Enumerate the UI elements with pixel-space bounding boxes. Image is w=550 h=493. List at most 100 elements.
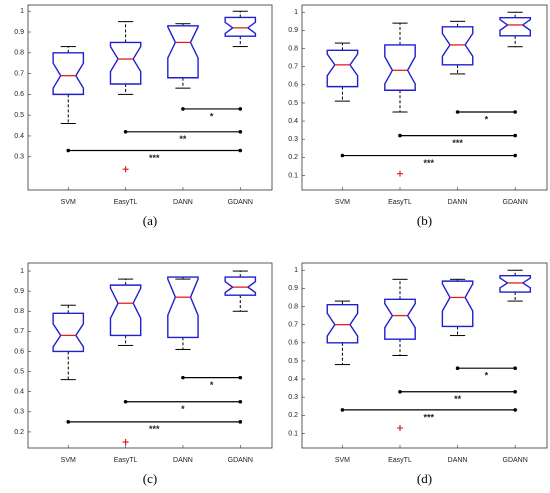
outlier bbox=[122, 166, 129, 173]
plot-area bbox=[27, 262, 273, 449]
y-tick-label: 0.2 bbox=[288, 154, 298, 161]
plot-area bbox=[301, 4, 548, 191]
y-tick-label: 0.8 bbox=[14, 50, 24, 57]
y-tick-label: 0.5 bbox=[288, 100, 298, 107]
significance-end bbox=[66, 148, 71, 153]
outlier bbox=[122, 438, 129, 445]
y-tick-label: 0.2 bbox=[14, 429, 24, 436]
box bbox=[326, 49, 359, 88]
significance-end bbox=[513, 110, 517, 114]
x-tick-label: SVM bbox=[335, 457, 350, 464]
x-tick-label: EasyTL bbox=[114, 199, 138, 206]
significance-label: *** bbox=[149, 424, 160, 434]
box bbox=[326, 304, 359, 344]
box bbox=[109, 284, 142, 337]
box bbox=[384, 298, 416, 340]
box bbox=[441, 26, 474, 66]
significance-end bbox=[513, 389, 517, 394]
y-tick-label: 0.8 bbox=[288, 45, 298, 52]
box bbox=[52, 52, 85, 96]
box bbox=[224, 16, 257, 37]
significance-end bbox=[513, 153, 517, 158]
significance-end bbox=[238, 399, 243, 404]
significance-end bbox=[238, 107, 243, 111]
box bbox=[167, 25, 199, 79]
y-tick-label: 0.7 bbox=[288, 64, 298, 71]
caption: (b) bbox=[417, 213, 432, 228]
significance-end bbox=[238, 148, 243, 153]
caption: (a) bbox=[143, 213, 157, 228]
plot-area bbox=[27, 4, 273, 191]
box bbox=[384, 44, 416, 91]
y-tick-label: 0.3 bbox=[288, 136, 298, 143]
y-tick-label: 0.4 bbox=[14, 133, 24, 140]
box bbox=[52, 312, 85, 353]
significance-end bbox=[340, 408, 345, 412]
significance-label: *** bbox=[452, 138, 463, 148]
y-tick-label: 0.9 bbox=[288, 285, 298, 292]
significance-end bbox=[340, 153, 345, 158]
x-tick-label: SVM bbox=[335, 199, 350, 206]
significance-end bbox=[455, 366, 460, 370]
y-tick-label: 0.5 bbox=[14, 368, 24, 375]
outlier bbox=[397, 170, 403, 177]
y-tick-label: 0.6 bbox=[14, 91, 24, 98]
box bbox=[224, 276, 257, 296]
box bbox=[441, 280, 474, 328]
significance-end bbox=[123, 129, 128, 134]
significance-label: *** bbox=[424, 158, 435, 168]
y-tick-label: 0.1 bbox=[288, 172, 298, 179]
caption: (c) bbox=[143, 471, 157, 486]
y-tick-label: 1 bbox=[294, 9, 298, 16]
y-tick-label: 0.5 bbox=[14, 112, 24, 119]
y-tick-label: 0.7 bbox=[14, 70, 24, 77]
y-tick-label: 0.4 bbox=[288, 118, 298, 125]
significance-label: ** bbox=[454, 394, 462, 404]
y-tick-label: 0.8 bbox=[288, 303, 298, 310]
significance-end bbox=[238, 375, 243, 380]
significance-end bbox=[398, 133, 402, 138]
significance-end bbox=[181, 375, 185, 380]
significance-label: ** bbox=[179, 134, 187, 144]
caption: (d) bbox=[417, 471, 432, 486]
significance-label: * bbox=[485, 114, 489, 124]
significance-end bbox=[238, 420, 243, 424]
box bbox=[167, 276, 199, 339]
y-tick-label: 0.4 bbox=[14, 389, 24, 396]
x-tick-label: SVM bbox=[61, 199, 76, 206]
y-tick-label: 0.6 bbox=[14, 348, 24, 355]
y-tick-label: 0.4 bbox=[288, 376, 298, 383]
y-tick-label: 0.5 bbox=[288, 358, 298, 365]
x-tick-label: GDANN bbox=[503, 199, 528, 206]
significance-label: * bbox=[210, 111, 214, 121]
significance-label: * bbox=[485, 371, 489, 381]
significance-end bbox=[455, 110, 460, 114]
y-tick-label: 1 bbox=[20, 268, 24, 275]
significance-end bbox=[513, 133, 517, 138]
box bbox=[109, 41, 142, 85]
x-tick-label: SVM bbox=[61, 457, 76, 464]
y-tick-label: 0.7 bbox=[288, 322, 298, 329]
box bbox=[499, 274, 532, 293]
x-tick-label: GDANN bbox=[228, 457, 253, 464]
x-tick-label: DANN bbox=[173, 199, 193, 206]
x-tick-label: EasyTL bbox=[388, 199, 412, 206]
significance-label: * bbox=[210, 380, 214, 390]
x-tick-label: DANN bbox=[448, 457, 468, 464]
significance-end bbox=[66, 420, 71, 424]
x-tick-label: EasyTL bbox=[114, 457, 138, 464]
y-tick-label: 0.1 bbox=[288, 430, 298, 437]
x-tick-label: DANN bbox=[448, 199, 468, 206]
y-tick-label: 1 bbox=[294, 267, 298, 274]
significance-end bbox=[513, 408, 517, 412]
y-tick-label: 0.3 bbox=[14, 154, 24, 161]
significance-end bbox=[398, 389, 402, 394]
y-tick-label: 0.9 bbox=[14, 288, 24, 295]
y-tick-label: 0.7 bbox=[14, 328, 24, 335]
y-tick-label: 1 bbox=[20, 8, 24, 15]
box bbox=[499, 16, 532, 37]
y-tick-label: 0.8 bbox=[14, 308, 24, 315]
x-tick-label: DANN bbox=[173, 457, 193, 464]
x-tick-label: GDANN bbox=[503, 457, 528, 464]
